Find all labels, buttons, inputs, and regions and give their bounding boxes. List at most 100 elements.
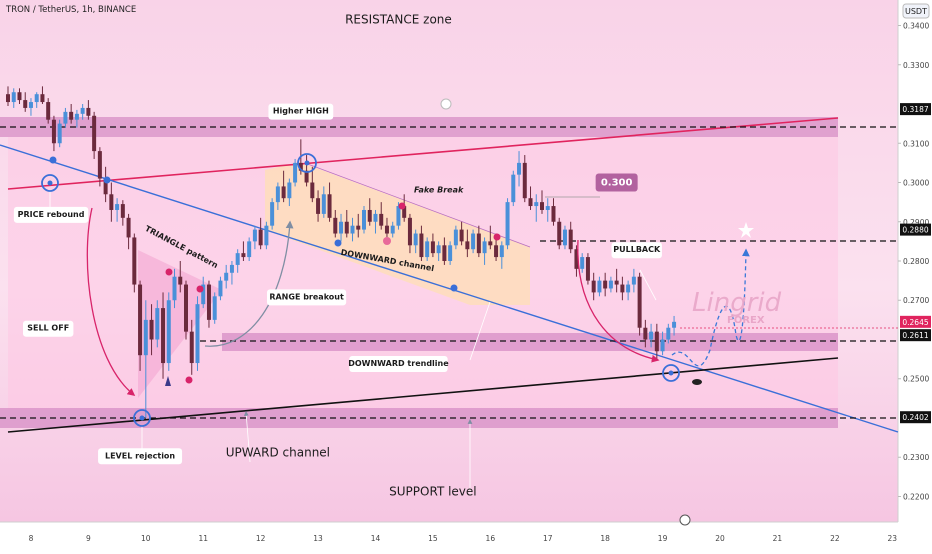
candle-body: [654, 331, 659, 352]
candle-body: [608, 280, 613, 289]
annotation: Higher HIGH: [268, 103, 334, 120]
candle-body: [413, 233, 418, 246]
candle-body: [637, 276, 642, 328]
candle-body: [620, 284, 625, 293]
annotation-label: Higher HIGH: [273, 107, 329, 116]
price-tag: 0.2880: [900, 223, 931, 236]
annotation-box: [266, 289, 347, 306]
price-tag-label: 0.2880: [902, 226, 928, 235]
candle-body: [40, 94, 45, 103]
candle-body: [603, 280, 608, 289]
price-tag-bg: [900, 103, 931, 116]
candle-body: [373, 213, 378, 222]
candle-body: [585, 257, 590, 281]
candle-body: [350, 225, 355, 234]
annotation: SUPPORT level: [389, 485, 476, 499]
candle-body: [626, 284, 631, 293]
candle-body: [270, 202, 275, 226]
candle-body: [419, 233, 424, 258]
candle-body: [252, 229, 257, 242]
annotation-label: PRICE rebound: [18, 210, 85, 219]
candle-body: [597, 280, 602, 293]
upward-channel-pointer: [243, 411, 251, 463]
annotation-label: RESISTANCE zone: [345, 13, 452, 27]
candle-body: [499, 245, 504, 258]
candle-body: [649, 331, 654, 340]
price-tag-bg: [900, 411, 931, 424]
trend-touch-dot: [49, 156, 57, 164]
candle-body: [534, 202, 539, 207]
candle-body: [115, 204, 120, 210]
candle-body: [442, 245, 447, 261]
x-tick-label: 15: [428, 534, 438, 543]
price-tags-layer: 0.3187 0.2880 0.2645 0.2611 0.2402: [900, 103, 931, 424]
candle-body: [23, 100, 28, 108]
candle-body: [287, 182, 292, 199]
current-low-circle: [662, 364, 680, 382]
candle-body: [310, 182, 315, 199]
candle-body: [138, 284, 143, 356]
candle-body: [218, 280, 223, 297]
price-tag: 0.2611: [900, 329, 931, 342]
candle-body: [339, 221, 344, 234]
annotation-label: LEVEL rejection: [105, 451, 175, 460]
eye-icon: [692, 379, 702, 385]
candle-body: [517, 162, 522, 175]
candle-body: [293, 162, 298, 183]
candle-body: [63, 111, 68, 124]
price-tag-bg: [900, 223, 931, 236]
support-zone-band: [0, 408, 838, 428]
currency-label: USDT: [905, 7, 927, 16]
price-tag-bg: [900, 315, 931, 328]
candle-body: [11, 92, 16, 103]
y-tick-label: 0.2900: [903, 218, 929, 227]
annotation-label: Fake Break: [414, 185, 464, 194]
candle-body: [46, 102, 51, 120]
annotation-label: RANGE breakout: [269, 292, 344, 301]
x-tick-label: 22: [830, 534, 840, 543]
candle-body: [316, 198, 321, 214]
sell-off-arrow: [86, 207, 136, 396]
price-tag-bg: [900, 329, 931, 342]
candle-body: [551, 206, 556, 222]
candle-body: [206, 284, 211, 320]
price-tag-label: 0.2402: [902, 413, 928, 422]
price-rebound-circle-dot: [47, 180, 53, 186]
candle-body: [476, 233, 481, 254]
level-rejection-circle-dot: [139, 415, 145, 421]
trend-touch-dot: [103, 176, 111, 184]
annotation: Fake Break: [414, 185, 464, 194]
candle-body: [97, 151, 102, 179]
candle-body: [126, 217, 131, 238]
candle-body: [161, 308, 166, 364]
price-tag: 0.2645: [900, 315, 931, 328]
candle-body: [672, 321, 677, 328]
candle-body: [643, 327, 648, 340]
upward-channel-line: [7, 357, 839, 433]
annotation-box: [595, 173, 638, 192]
y-tick-label: 0.3100: [903, 139, 929, 148]
watermark-name: Lingrid: [692, 288, 782, 318]
y-tick-label: 0.2300: [903, 453, 929, 462]
annotation: SELL OFF: [22, 320, 74, 337]
triangle-touch-dot: [196, 285, 204, 293]
price-tag-label: 0.2611: [902, 331, 928, 340]
candle-body: [155, 308, 160, 340]
candle-body: [367, 209, 372, 222]
candle-body: [430, 241, 435, 254]
candle-body: [298, 162, 303, 171]
annotation: DOWNWARD trendline: [348, 356, 449, 373]
candle-body: [275, 186, 280, 203]
candle-body: [666, 327, 671, 340]
annotation-label: DOWNWARD trendline: [348, 359, 449, 368]
candle-body: [224, 272, 229, 281]
annotation: PRICE rebound: [13, 206, 89, 223]
candle-body: [74, 113, 79, 120]
resistance-trendline: [7, 117, 839, 190]
candle-body: [178, 276, 183, 285]
annotation-label: 0.300: [601, 178, 633, 189]
alert-icon: [440, 98, 452, 110]
price-axis-ticks: 0.3400 0.3300 0.3100 0.3000 0.2900 0.2800 0.27…: [898, 22, 929, 501]
